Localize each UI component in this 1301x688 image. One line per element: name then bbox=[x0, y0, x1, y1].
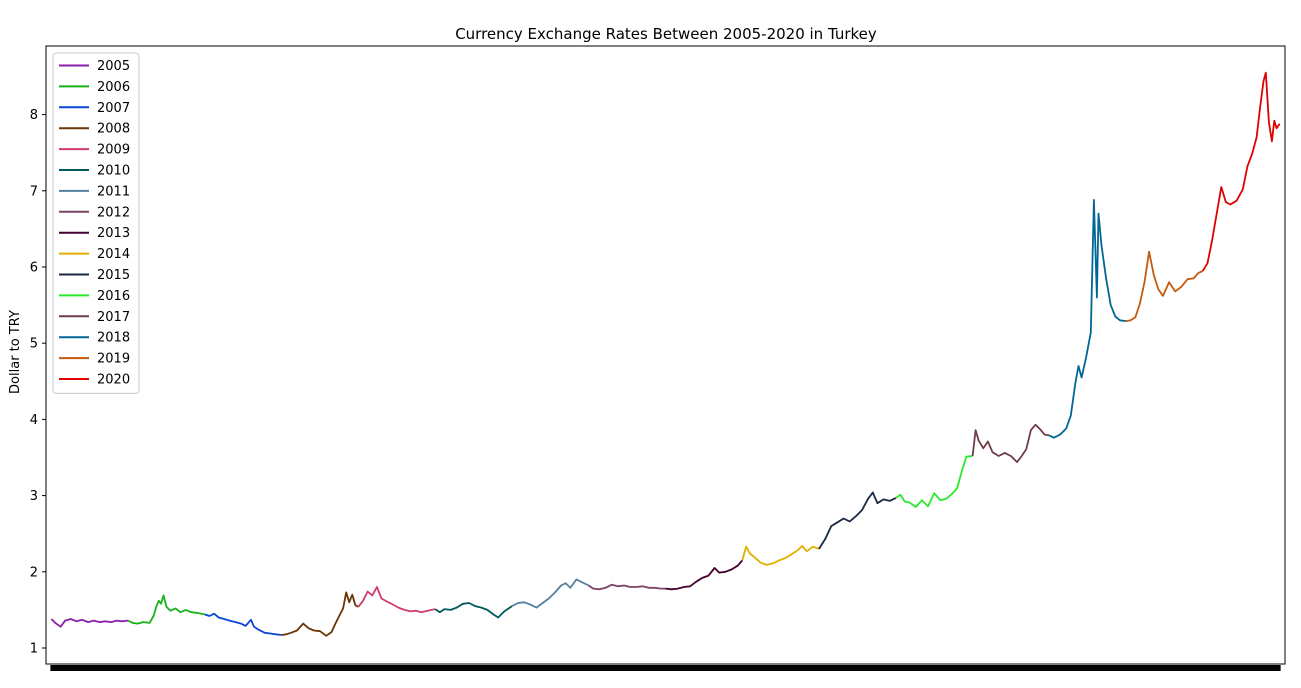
y-tick-label: 1 bbox=[30, 641, 38, 656]
series-line-2005 bbox=[50, 618, 129, 628]
chart-title: Currency Exchange Rates Between 2005-202… bbox=[455, 25, 877, 43]
series-line-2017 bbox=[971, 423, 1050, 463]
legend-label-2008: 2008 bbox=[97, 122, 130, 137]
legend-label-2016: 2016 bbox=[97, 289, 130, 304]
series-line-2009 bbox=[357, 586, 436, 614]
legend-label-2015: 2015 bbox=[97, 268, 130, 283]
series-line-2006 bbox=[127, 594, 206, 625]
legend-label-2017: 2017 bbox=[97, 310, 130, 325]
y-tick-label: 2 bbox=[30, 565, 38, 580]
y-tick-label: 8 bbox=[30, 108, 38, 123]
y-tick-label: 5 bbox=[30, 337, 38, 352]
series-line-2020 bbox=[1202, 71, 1281, 272]
legend-label-2012: 2012 bbox=[97, 205, 130, 220]
legend-label-2007: 2007 bbox=[97, 101, 130, 116]
legend-label-2019: 2019 bbox=[97, 352, 130, 367]
y-tick-label: 3 bbox=[30, 489, 38, 504]
series-line-2007 bbox=[204, 612, 282, 636]
series-line-2012 bbox=[588, 583, 666, 591]
legend-label-2006: 2006 bbox=[97, 80, 130, 95]
legend-label-2005: 2005 bbox=[97, 59, 130, 74]
legend-label-2009: 2009 bbox=[97, 143, 130, 158]
legend-label-2014: 2014 bbox=[97, 247, 130, 262]
legend-label-2011: 2011 bbox=[97, 184, 130, 199]
legend-label-2020: 2020 bbox=[97, 373, 130, 388]
legend-label-2013: 2013 bbox=[97, 226, 130, 241]
series-line-2011 bbox=[511, 578, 590, 609]
legend-label-2018: 2018 bbox=[97, 331, 130, 346]
y-tick-label: 7 bbox=[30, 184, 38, 199]
legend-label-2010: 2010 bbox=[97, 164, 130, 179]
axes-frame bbox=[45, 45, 1286, 665]
series-line-2014 bbox=[741, 545, 820, 566]
series-line-2015 bbox=[818, 491, 897, 550]
series-line-2018 bbox=[1048, 199, 1127, 439]
y-tick-label: 6 bbox=[30, 260, 38, 275]
series-line-2019 bbox=[1125, 250, 1204, 322]
x-axis-ticks bbox=[50, 665, 1281, 671]
series-line-2010 bbox=[434, 602, 513, 619]
y-axis-label: Dollar to TRY bbox=[8, 310, 23, 394]
plot-area: 1 2 3 4 5 6 7 8 2005 2006 2007 2008 2009 2010 2011 2012… bbox=[30, 45, 1286, 671]
series-line-2016 bbox=[895, 455, 973, 508]
y-tick-label: 4 bbox=[30, 413, 38, 428]
series-line-2008 bbox=[281, 591, 359, 637]
legend-box bbox=[52, 52, 140, 394]
series-line-2013 bbox=[665, 559, 743, 591]
